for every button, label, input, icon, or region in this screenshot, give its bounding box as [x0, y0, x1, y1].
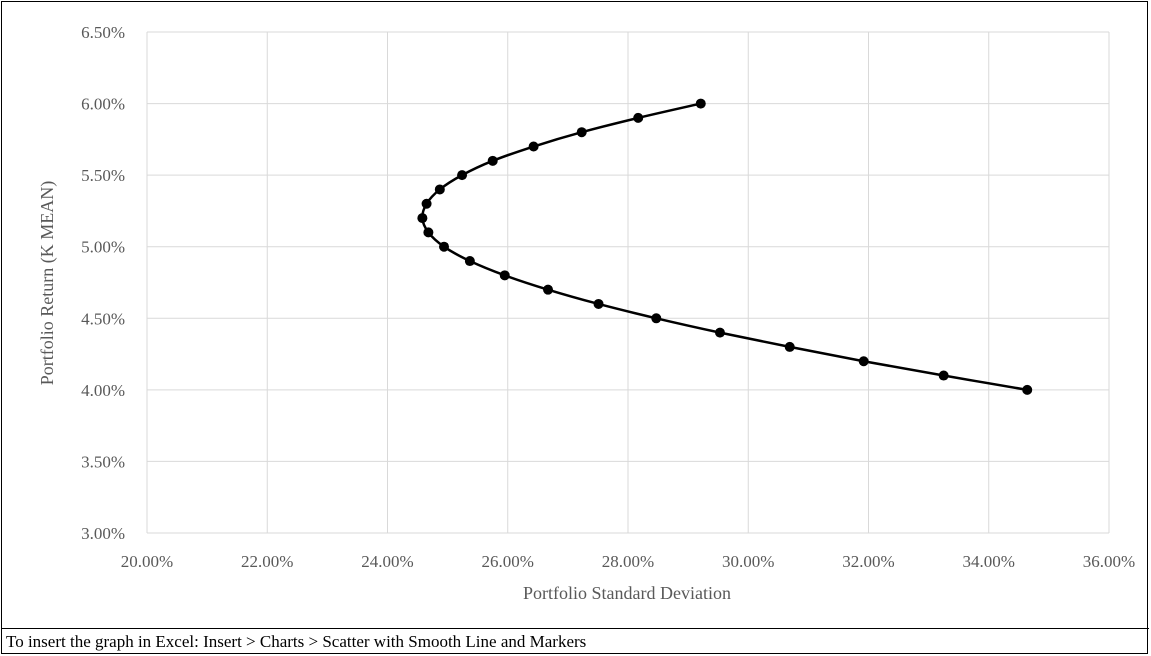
- data-point-marker: [695, 98, 706, 109]
- data-point-marker: [576, 127, 587, 138]
- data-point-marker: [651, 313, 662, 324]
- data-point-marker: [714, 327, 725, 338]
- x-tick-label: 24.00%: [361, 552, 413, 571]
- x-tick-label: 20.00%: [121, 552, 173, 571]
- data-point-marker: [417, 213, 428, 224]
- x-tick-labels: 20.00% 22.00% 24.00% 26.00% 28.00% 30.00% 32.0…: [121, 552, 1135, 571]
- x-tick-label: 34.00%: [963, 552, 1015, 571]
- x-tick-label: 22.00%: [241, 552, 293, 571]
- x-axis-title: Portfolio Standard Deviation: [523, 583, 731, 603]
- y-tick-label: 3.50%: [81, 452, 125, 471]
- data-point-marker: [593, 298, 604, 309]
- gridlines: [146, 31, 1110, 534]
- data-point-marker: [421, 198, 432, 209]
- y-tick-label: 5.50%: [81, 166, 125, 185]
- data-point-marker: [439, 241, 450, 252]
- data-point-marker: [938, 370, 949, 381]
- y-tick-label: 5.00%: [81, 238, 125, 257]
- x-tick-label: 26.00%: [482, 552, 534, 571]
- x-tick-label: 28.00%: [602, 552, 654, 571]
- y-tick-label: 4.50%: [81, 309, 125, 328]
- y-tick-label: 4.00%: [81, 381, 125, 400]
- data-point-marker: [457, 170, 468, 181]
- data-point-marker: [858, 356, 869, 367]
- x-tick-label: 32.00%: [842, 552, 894, 571]
- y-tick-label: 3.00%: [81, 524, 125, 543]
- data-point-marker: [528, 141, 539, 152]
- y-axis-title: Portfolio Return (K MEAN): [37, 181, 58, 385]
- y-tick-label: 6.00%: [81, 95, 125, 114]
- y-tick-label: 6.50%: [81, 23, 125, 42]
- data-point-marker: [487, 155, 498, 166]
- data-point-marker: [464, 256, 475, 267]
- caption-divider: [2, 628, 1149, 629]
- data-point-marker: [423, 227, 434, 238]
- x-tick-label: 36.00%: [1083, 552, 1135, 571]
- x-tick-label: 30.00%: [722, 552, 774, 571]
- data-point-marker: [543, 284, 554, 295]
- figure-caption: To insert the graph in Excel: Insert > C…: [6, 632, 587, 651]
- data-point-marker: [434, 184, 445, 195]
- data-point-marker: [1022, 384, 1033, 395]
- series-markers: [417, 98, 1033, 395]
- data-point-marker: [499, 270, 510, 281]
- data-point-marker: [633, 112, 644, 123]
- y-tick-labels: 3.00% 3.50% 4.00% 4.50% 5.00% 5.50% 6.00% 6.50%: [81, 23, 125, 543]
- data-point-marker: [784, 341, 795, 352]
